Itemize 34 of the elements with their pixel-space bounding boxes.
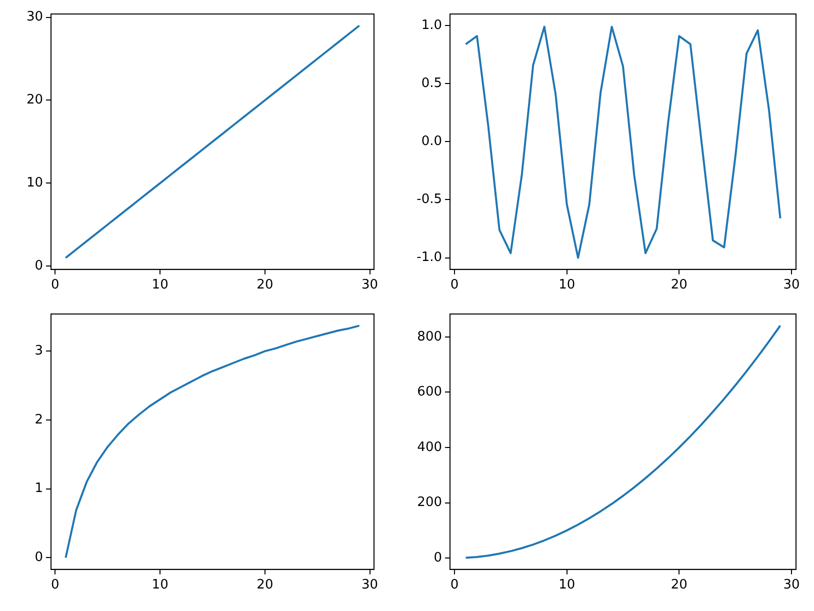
y-tick-label: 2 <box>34 412 43 428</box>
x-tick-label: 30 <box>783 578 800 593</box>
x-tick-label: 30 <box>783 278 800 293</box>
y-tick-label: 200 <box>417 495 442 510</box>
x-tick-label: 0 <box>450 578 459 593</box>
x-tick-label: 20 <box>256 578 274 593</box>
y-tick-label: 0 <box>34 550 43 566</box>
x-tick-label: 30 <box>362 278 378 293</box>
x-tick-label: 0 <box>51 578 60 593</box>
y-tick-label: 30 <box>26 10 43 25</box>
y-tick-label: 1 <box>34 481 43 496</box>
x-tick-label: 0 <box>51 278 60 293</box>
y-tick-label: 600 <box>417 384 442 400</box>
y-tick-label: 800 <box>417 329 442 344</box>
x-tick-label: 20 <box>256 278 274 293</box>
y-tick-label: -0.5 <box>416 192 442 208</box>
y-tick-label: 10 <box>26 176 43 191</box>
y-tick-label: 0 <box>434 550 442 566</box>
y-tick-label: 20 <box>26 92 43 108</box>
x-tick-label: 30 <box>362 578 378 593</box>
x-tick-label: 10 <box>152 278 168 293</box>
y-tick-label: 1.0 <box>421 18 442 33</box>
x-tick-label: 10 <box>558 278 576 293</box>
y-tick-label: 0.5 <box>421 76 442 92</box>
x-tick-label: 10 <box>152 578 168 593</box>
x-tick-label: 10 <box>558 578 576 593</box>
y-tick-label: 0.0 <box>421 134 442 150</box>
y-tick-label: 400 <box>417 440 442 455</box>
y-tick-label: -1.0 <box>416 250 442 266</box>
x-tick-label: 20 <box>670 278 688 293</box>
x-tick-label: 20 <box>670 578 688 593</box>
y-tick-label: 0 <box>34 258 43 274</box>
y-tick-label: 3 <box>34 344 43 359</box>
x-tick-label: 0 <box>450 278 459 293</box>
